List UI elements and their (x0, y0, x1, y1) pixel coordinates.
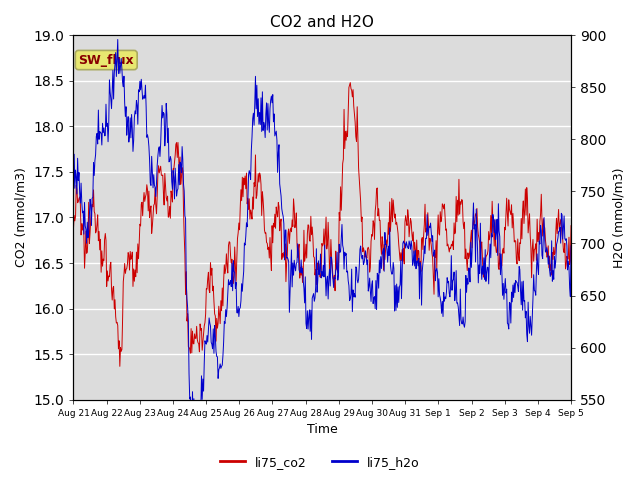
Text: SW_flux: SW_flux (79, 54, 134, 67)
X-axis label: Time: Time (307, 423, 338, 436)
Title: CO2 and H2O: CO2 and H2O (270, 15, 374, 30)
Y-axis label: H2O (mmol/m3): H2O (mmol/m3) (612, 167, 625, 268)
Legend: li75_co2, li75_h2o: li75_co2, li75_h2o (215, 451, 425, 474)
Y-axis label: CO2 (mmol/m3): CO2 (mmol/m3) (15, 168, 28, 267)
